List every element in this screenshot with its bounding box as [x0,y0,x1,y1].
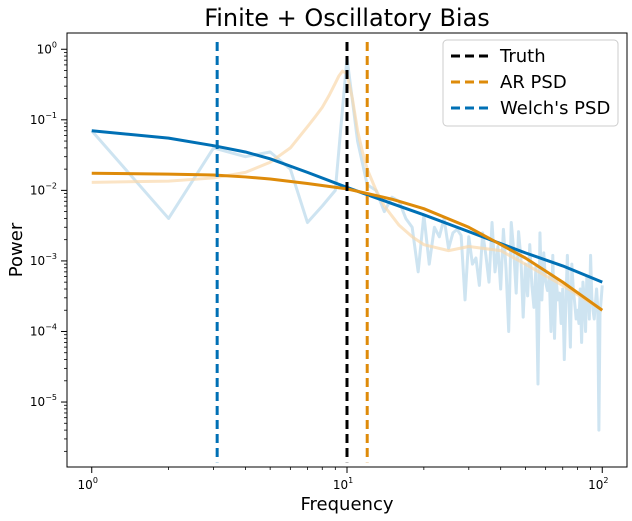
y-tick-label-5: 100 [37,40,57,56]
legend-label-2: Welch's PSD [500,98,610,119]
plot-area [90,42,604,463]
y-tick-label-0: 10−5 [30,393,57,409]
y-tick-label-4: 10−1 [30,111,57,127]
x-tick-label-2: 102 [588,476,608,492]
x-tick-label-0: 100 [78,476,98,492]
y-tick-label-3: 10−2 [30,181,57,197]
y-axis: 10−5 10−4 10−3 10−2 10−1 100 [30,40,67,452]
background-series-0 [90,56,604,432]
legend-label-1: AR PSD [500,72,567,93]
legend: Truth AR PSD Welch's PSD [442,39,619,127]
legend-box [442,39,619,127]
y-tick-label-2: 10−3 [30,252,57,268]
x-tick-label-1: 101 [333,476,353,492]
legend-label-0: Truth [499,46,546,67]
y-tick-label-1: 10−4 [30,322,57,338]
x-axis: 100 101 102 [78,467,608,492]
chart-title: Finite + Oscillatory Bias [204,4,490,32]
background-series-1 [91,69,604,312]
x-axis-label: Frequency [301,494,394,515]
y-axis-label: Power [6,222,27,277]
